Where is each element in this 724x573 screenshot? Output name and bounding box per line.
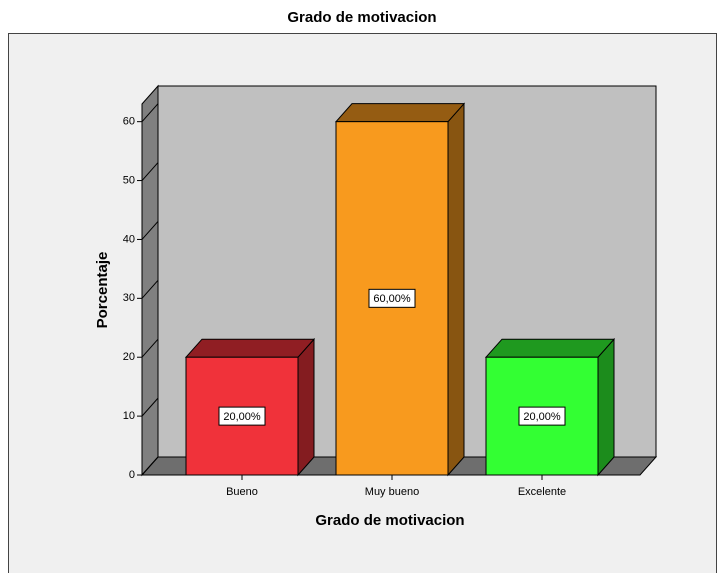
bar-side bbox=[447, 102, 465, 477]
y-tick-label: 60 bbox=[123, 116, 135, 128]
x-tick-label: Bueno bbox=[226, 486, 258, 498]
x-axis-title: Grado de motivacion bbox=[315, 512, 464, 529]
grid-line bbox=[141, 103, 159, 122]
grid-line bbox=[141, 221, 159, 240]
y-axis-title: Porcentaje bbox=[94, 252, 111, 329]
value-label: 20,00% bbox=[223, 411, 261, 423]
left-wall bbox=[141, 84, 159, 477]
grid-line bbox=[141, 456, 159, 476]
y-tick-label: 50 bbox=[123, 174, 135, 186]
chart-title: Grado de motivacion bbox=[287, 9, 436, 26]
grid-line bbox=[141, 397, 159, 417]
bar-side bbox=[297, 337, 315, 477]
x-tick-label: Excelente bbox=[518, 486, 566, 498]
y-tick-label: 0 bbox=[129, 469, 135, 481]
grid-line bbox=[141, 162, 159, 181]
value-label: 60,00% bbox=[373, 293, 411, 305]
bar-top bbox=[484, 338, 616, 358]
value-label-box bbox=[518, 406, 566, 426]
grid-line bbox=[141, 280, 159, 299]
value-label: 20,00% bbox=[523, 411, 561, 423]
y-tick-label: 30 bbox=[123, 292, 135, 304]
y-tick-label: 20 bbox=[123, 351, 135, 363]
x-tick-label: Muy bueno bbox=[365, 486, 419, 498]
grid-line bbox=[141, 338, 159, 358]
value-label-box bbox=[368, 288, 416, 308]
y-tick-label: 40 bbox=[123, 233, 135, 245]
bar-side bbox=[597, 337, 615, 477]
bar-top bbox=[184, 338, 316, 358]
bar-top bbox=[334, 103, 466, 123]
y-tick-label: 10 bbox=[123, 410, 135, 422]
value-label-box bbox=[218, 406, 266, 426]
